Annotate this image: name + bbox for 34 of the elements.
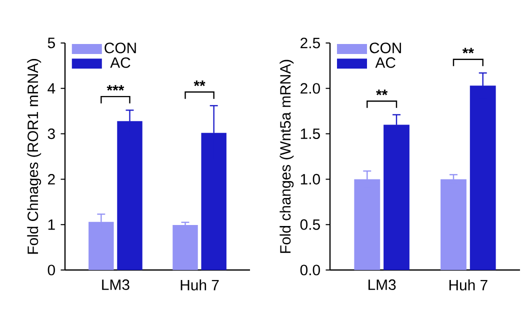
annotation: ** [462, 48, 474, 54]
bar [117, 121, 142, 270]
legend-label: AC [375, 57, 396, 68]
annotation: *** [106, 85, 124, 91]
bar [384, 124, 410, 270]
y-tick-label: 2 [48, 174, 55, 184]
y-tick-label: 2.0 [300, 83, 320, 94]
legend-label: CON [104, 42, 136, 54]
y-tick-label: 2.5 [300, 38, 320, 48]
y-tick-label: 3 [48, 128, 55, 140]
y-tick-label: 5 [48, 38, 55, 48]
annotation: ** [194, 80, 206, 86]
y-axis-title: Fold Chnages (ROR1 mRNA) [27, 59, 42, 254]
y-tick-label: 1.0 [300, 174, 320, 184]
bar [470, 86, 496, 270]
legend-label: AC [110, 57, 130, 68]
bar [354, 179, 380, 270]
bar [172, 225, 198, 270]
y-tick-label: 1 [48, 219, 55, 230]
bar [88, 222, 114, 270]
x-tick-label: LM3 [368, 279, 396, 290]
annotation: ** [376, 90, 388, 96]
bar [440, 179, 466, 270]
y-tick-label: 0.0 [300, 264, 320, 276]
x-tick-label: LM3 [102, 279, 130, 290]
y-axis-title: Fold changes (Wnt5a mRNA) [280, 60, 294, 253]
legend-label: CON [370, 42, 401, 54]
y-tick-label: 4 [48, 83, 56, 94]
y-tick-label: 1.5 [300, 128, 320, 140]
x-tick-label: Huh 7 [180, 279, 219, 290]
bar [201, 132, 226, 270]
y-tick-label: 0.5 [300, 219, 320, 230]
x-tick-label: Huh 7 [449, 279, 488, 290]
y-tick-label: 0 [48, 264, 55, 276]
